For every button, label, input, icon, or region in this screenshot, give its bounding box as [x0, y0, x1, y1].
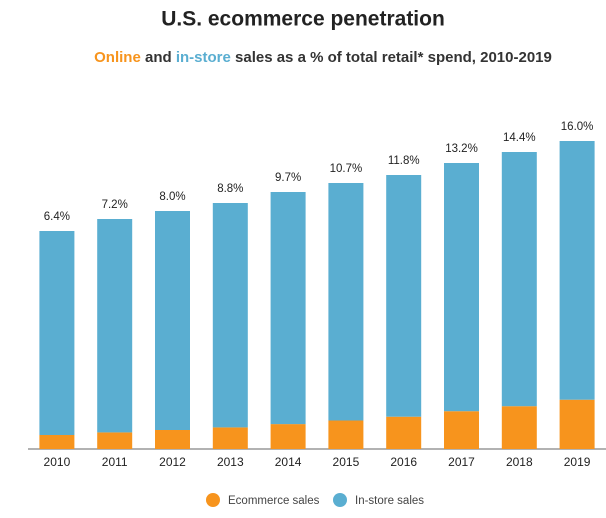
subtitle-online: Online — [94, 49, 141, 66]
bar-segment — [270, 192, 306, 425]
data-label: 9.7% — [275, 172, 301, 184]
legend-swatch — [206, 493, 220, 507]
chart-subtitle: Online and in-store sales as a % of tota… — [94, 49, 552, 66]
bar-segment — [328, 420, 364, 449]
bar-segment — [270, 424, 306, 449]
legend-label: In-store sales — [355, 495, 424, 507]
bar-segment — [559, 141, 595, 400]
bar-segment — [386, 175, 422, 417]
x-tick-label: 2017 — [448, 455, 475, 469]
bar-segment — [501, 406, 537, 449]
bar-segment — [501, 152, 537, 407]
x-tick-label: 2019 — [564, 455, 591, 469]
x-tick-label: 2018 — [506, 455, 533, 469]
bar-segment — [328, 183, 364, 421]
x-tick-label: 2013 — [217, 455, 244, 469]
bar-segment — [97, 219, 133, 433]
subtitle-instore: in-store — [176, 49, 231, 66]
bar-segment — [212, 203, 248, 428]
x-tick-label: 2015 — [333, 455, 360, 469]
data-label: 6.4% — [44, 211, 70, 223]
bar-segment — [444, 163, 479, 412]
data-label: 13.2% — [445, 143, 478, 155]
x-tick-label: 2011 — [102, 455, 128, 469]
bar-segment — [155, 430, 190, 449]
x-tick-label: 2014 — [275, 455, 302, 469]
x-tick-label: 2012 — [159, 455, 186, 469]
subtitle-part: and — [145, 49, 172, 66]
bar-segment — [97, 432, 133, 449]
data-label: 8.8% — [217, 183, 243, 195]
x-tick-label: 2016 — [390, 455, 417, 469]
data-label: 11.8% — [388, 155, 420, 167]
bar-segment — [386, 416, 422, 449]
x-tick-label: 2010 — [44, 455, 71, 469]
data-label: 7.2% — [102, 199, 128, 211]
bar-segment — [212, 427, 248, 449]
bar-segment — [39, 231, 75, 435]
bar-segment — [155, 211, 190, 430]
bar-segment — [559, 399, 595, 449]
subtitle-part: sales as a % of total retail* spend, 201… — [235, 49, 552, 66]
data-label: 10.7% — [330, 163, 363, 175]
data-label: 16.0% — [561, 121, 594, 133]
bar-segment — [39, 435, 75, 449]
chart-title: U.S. ecommerce penetration — [161, 8, 445, 31]
legend-swatch — [333, 493, 347, 507]
bar-segment — [444, 411, 479, 449]
data-label: 8.0% — [159, 191, 185, 203]
legend-label: Ecommerce sales — [228, 495, 320, 507]
data-label: 14.4% — [503, 132, 536, 144]
